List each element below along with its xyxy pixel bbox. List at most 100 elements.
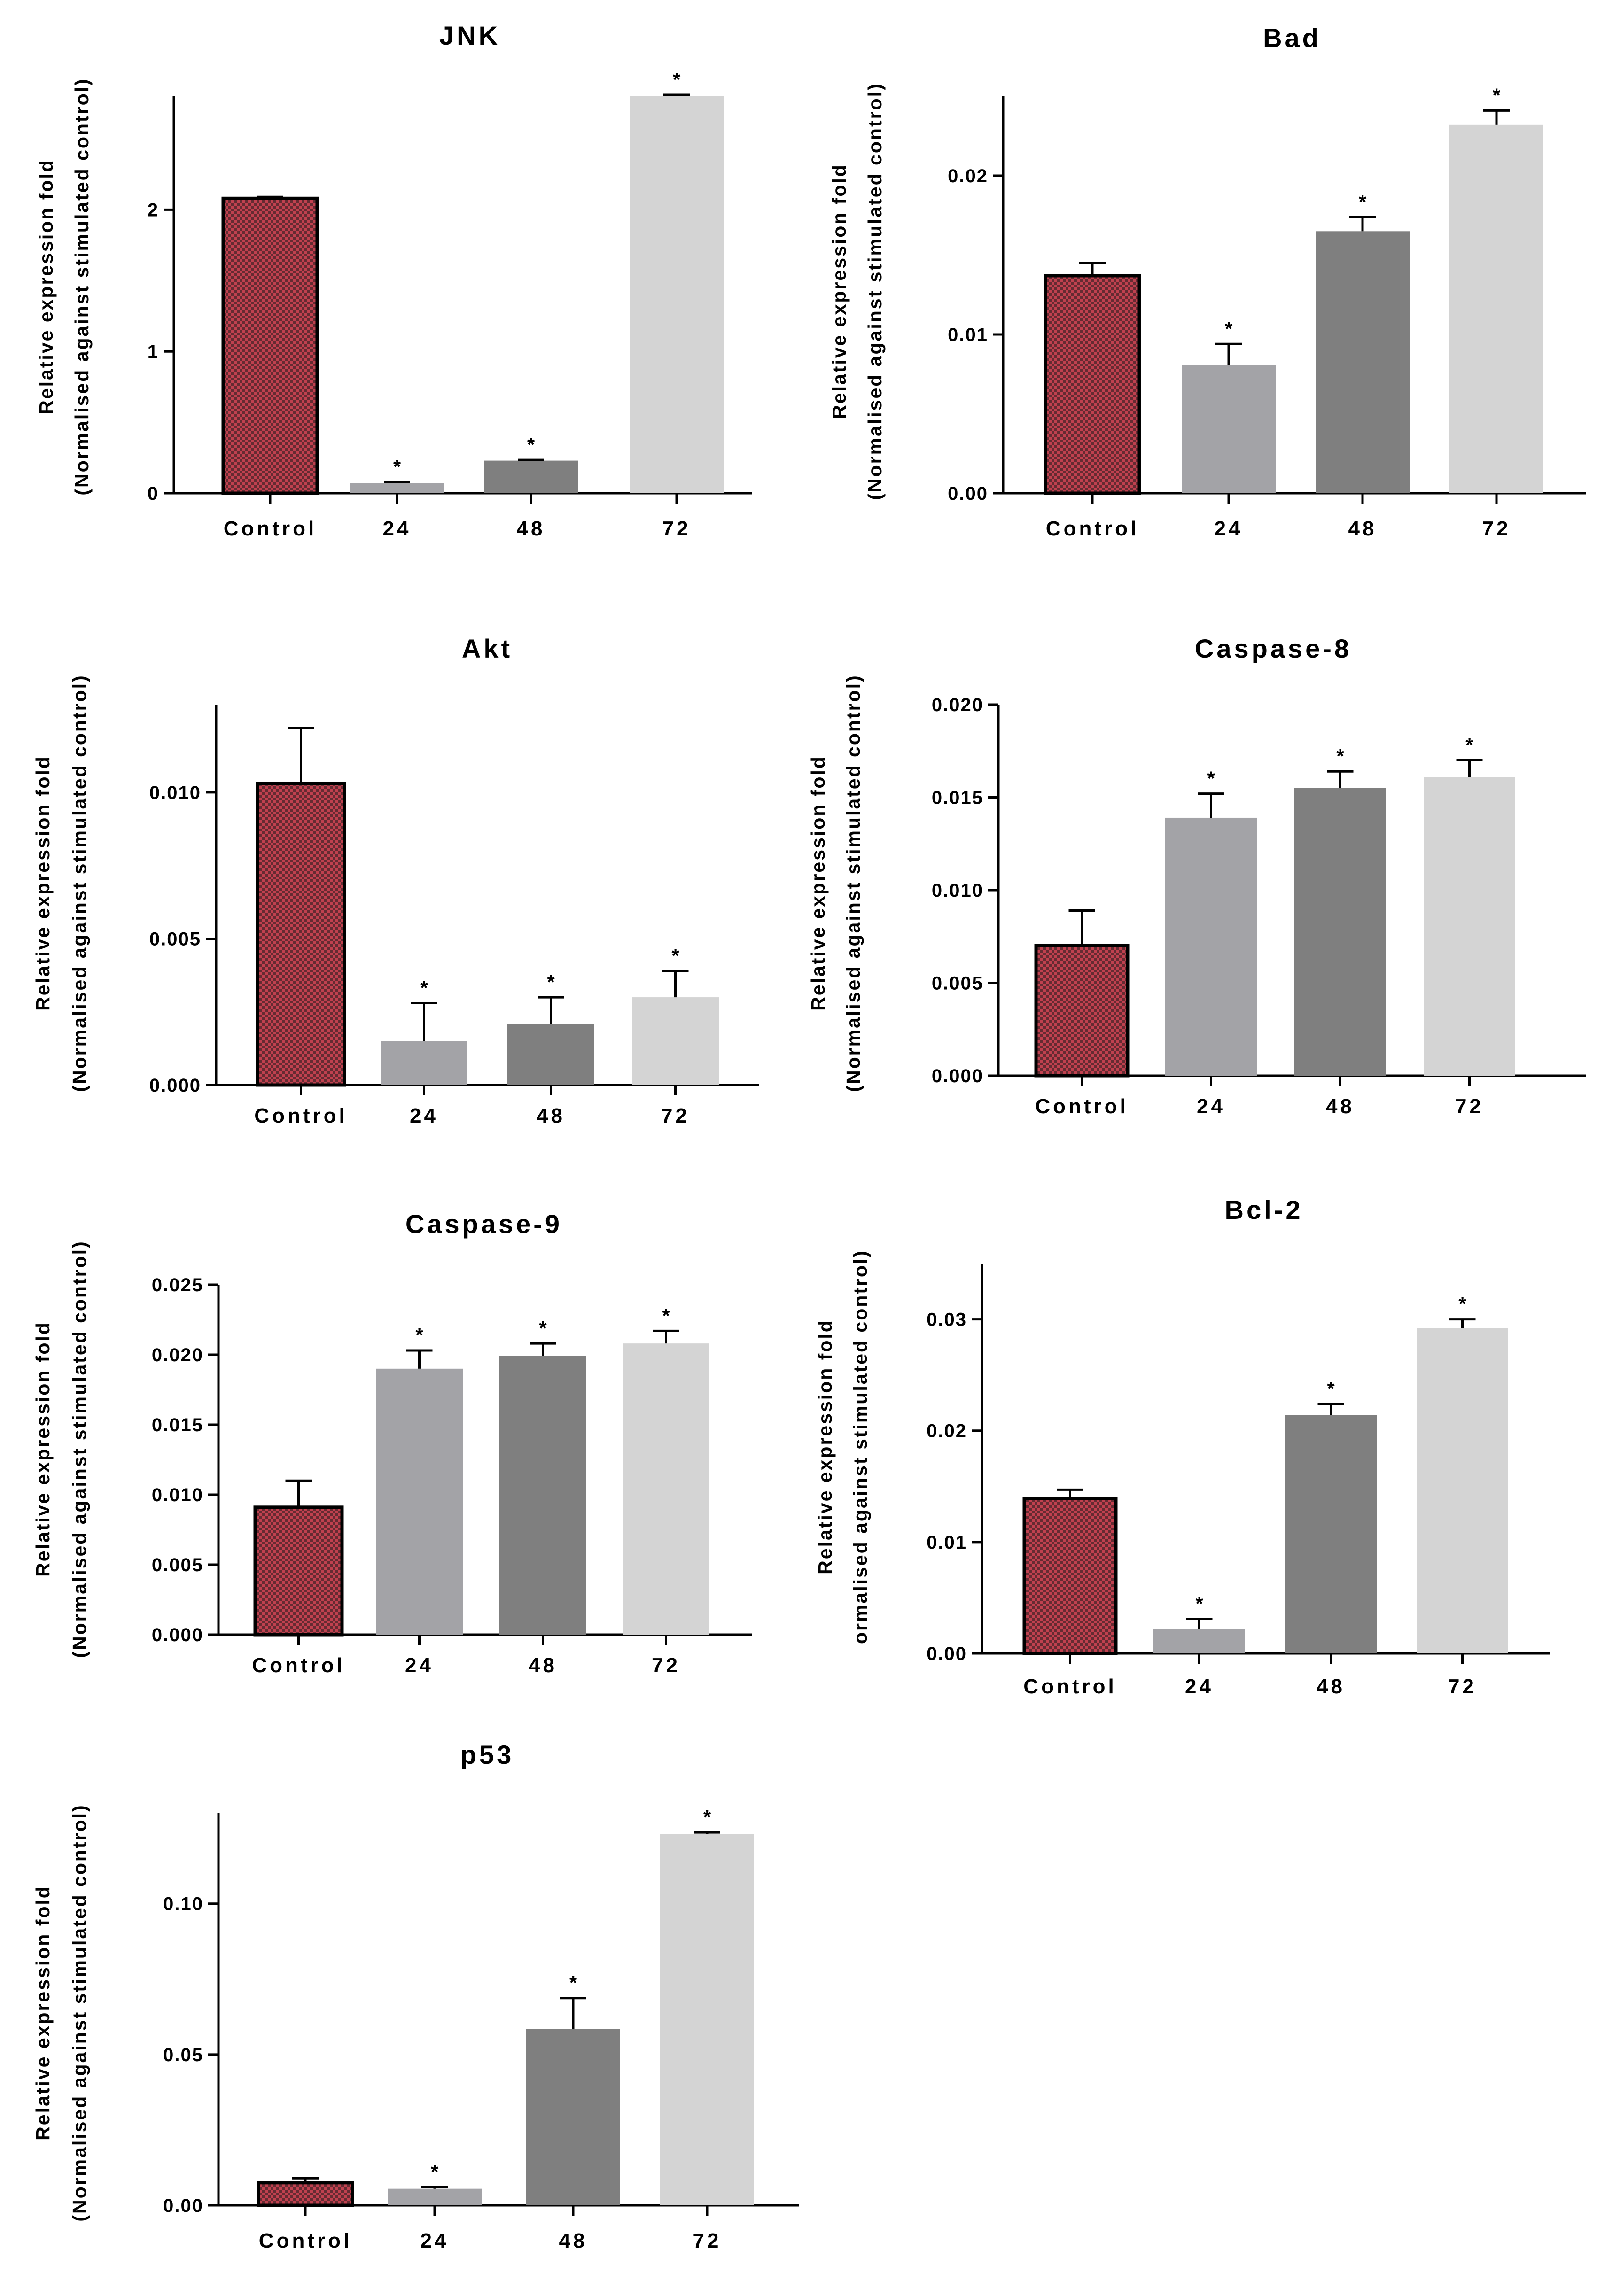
y-axis-label: Relative expression fold [814,1319,836,1575]
significance-star: * [547,971,555,993]
chart-title: Akt [462,634,513,663]
bar-24 [1153,1629,1245,1653]
bar-24 [1182,365,1276,493]
chart-panel-1: JNK Relative expression fold (Normalised a… [35,21,752,540]
y-axis-label: ormalised against stimulated control) [849,1249,871,1644]
y-axis-label: (Normalised against stimulated control) [842,674,864,1092]
y-tick-label: 0.020 [932,695,983,715]
bar-control [257,2181,354,2207]
x-category-label: Control [1023,1675,1116,1698]
bar-48 [507,1024,594,1085]
x-category-label: 48 [1348,517,1377,540]
bar-24 [381,1041,467,1085]
bar-72 [660,1834,754,2205]
bar-48 [484,460,578,493]
bar-24 [1165,817,1257,1076]
y-tick-label: 0.010 [149,783,201,803]
x-category-label: Control [254,1104,347,1127]
y-tick-label: 0.025 [152,1275,203,1295]
significance-star: * [1458,1293,1466,1315]
chart-panel-2: Bad Relative expression fold (Normalised a… [828,23,1586,540]
y-tick-label: 1 [148,341,159,362]
significance-star: * [1207,768,1215,790]
x-category-label: 24 [405,1654,434,1677]
y-tick-label: 0.020 [152,1345,203,1365]
bar-48 [1316,231,1410,493]
x-category-label: 72 [693,2229,722,2252]
y-tick-label: 0.000 [149,1075,201,1096]
x-category-label: 72 [1482,517,1511,540]
chart-title: Caspase-8 [1195,634,1352,663]
x-category-label: 24 [421,2229,449,2252]
x-category-label: Control [1035,1095,1128,1118]
y-tick-label: 0.05 [163,2045,203,2065]
bar-24 [376,1368,463,1635]
x-category-label: 48 [529,1654,557,1677]
bar-72 [632,997,719,1085]
y-tick-label: 0.015 [932,788,983,808]
bar-control [221,196,319,495]
x-category-label: 48 [537,1104,565,1127]
significance-star: * [420,977,428,999]
significance-star: * [671,945,679,967]
significance-star: * [1465,734,1473,756]
significance-star: * [673,69,681,91]
y-axis-label: Relative expression fold [32,1321,54,1577]
x-category-label: 48 [559,2229,588,2252]
y-axis-label: Relative expression fold [32,755,54,1011]
y-tick-label: 0.015 [152,1415,203,1435]
y-tick-label: 0.005 [932,973,983,994]
y-tick-label: 0 [148,483,159,504]
y-tick-label: 0.00 [948,483,988,504]
chart-title: JNK [439,21,500,50]
significance-star: * [662,1304,670,1326]
significance-star: * [1493,84,1501,106]
significance-star: * [527,434,535,456]
y-tick-label: 0.000 [152,1625,203,1645]
x-category-label: 48 [1317,1675,1345,1698]
x-category-label: Control [252,1654,345,1677]
x-category-label: Control [224,517,317,540]
y-tick-label: 0.005 [149,929,201,949]
bar-72 [1417,1328,1508,1653]
x-category-label: Control [1046,517,1139,540]
chart-panel-3: Akt Relative expression fold (Normalised a… [32,634,759,1127]
y-tick-label: 0.02 [948,166,988,186]
y-axis-label: Relative expression fold [35,159,57,414]
bar-control [1044,274,1141,495]
y-axis-label: (Normalised against stimulated control) [69,1240,90,1658]
y-tick-label: 0.010 [152,1485,203,1505]
y-axis-label: (Normalised against stimulated control) [864,82,886,500]
significance-star: * [431,2161,439,2183]
chart-panel-6: Bcl-2 Relative expression fold ormalised a… [814,1195,1550,1698]
bar-control [256,782,346,1087]
y-tick-label: 0.02 [927,1421,967,1442]
chart-title: Bad [1263,23,1321,53]
significance-star: * [1195,1592,1203,1614]
y-axis-label: (Normalised against stimulated control) [69,1804,90,2221]
bar-control [1034,944,1130,1078]
significance-star: * [415,1324,423,1346]
bar-48 [1285,1415,1377,1653]
significance-star: * [393,456,401,478]
chart-title: Bcl-2 [1225,1195,1303,1225]
y-tick-label: 0.01 [927,1532,967,1553]
x-category-label: 48 [1326,1095,1355,1118]
bar-24 [388,2188,482,2205]
y-tick-label: 2 [148,200,159,220]
bar-control [253,1505,344,1637]
bar-72 [630,96,724,493]
y-tick-label: 0.00 [927,1644,967,1664]
y-axis-label: (Normalised against stimulated control) [69,674,90,1092]
bar-72 [623,1343,709,1635]
significance-star: * [569,1972,577,1994]
significance-star: * [703,1806,711,1828]
y-tick-label: 0.03 [927,1310,967,1330]
x-category-label: 24 [1185,1675,1214,1698]
x-category-label: 24 [1197,1095,1225,1118]
y-axis-label: Relative expression fold [807,755,829,1011]
significance-star: * [1327,1378,1335,1400]
x-category-label: 72 [1455,1095,1484,1118]
x-category-label: 72 [1448,1675,1477,1698]
